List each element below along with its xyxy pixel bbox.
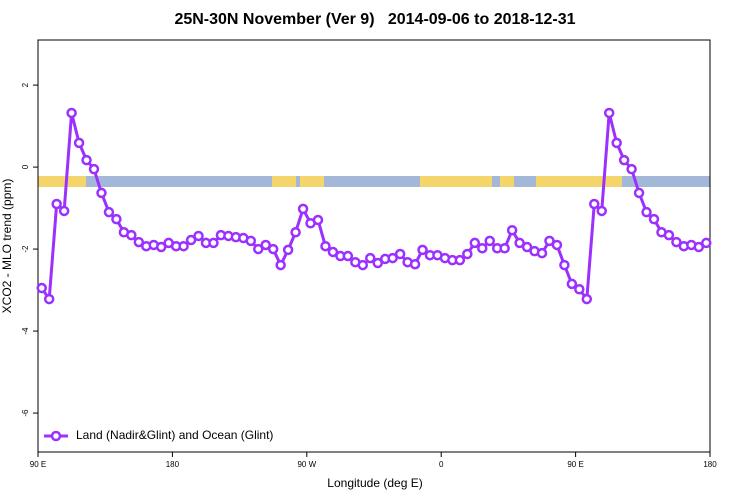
- series-line: [40, 112, 707, 304]
- data-point: [603, 107, 615, 119]
- data-point: [267, 243, 279, 255]
- data-point: [521, 241, 533, 253]
- data-point: [275, 259, 286, 271]
- data-point: [618, 154, 630, 166]
- data-point: [611, 137, 622, 149]
- data-point: [342, 250, 354, 262]
- x-tick-label: 90 W: [297, 460, 316, 469]
- data-point: [193, 230, 204, 242]
- data-point: [581, 293, 593, 305]
- data-point: [633, 187, 645, 199]
- x-tick-label: 0: [439, 460, 444, 469]
- legend-item: Land (Nadir&Glint) and Ocean (Glint): [44, 428, 273, 442]
- data-point: [536, 247, 548, 259]
- data-point: [551, 239, 563, 251]
- data-point: [544, 235, 555, 247]
- x-tick-label: 90 E: [30, 460, 46, 469]
- data-point: [641, 206, 652, 218]
- data-point: [58, 205, 70, 217]
- data-point: [96, 187, 107, 199]
- y-axis-title: XCO2 - MLO trend (ppm): [0, 179, 14, 314]
- data-point: [663, 229, 675, 241]
- y-tick-label: -2: [21, 245, 30, 253]
- y-tick-label: -4: [21, 327, 30, 335]
- data-point: [589, 198, 600, 210]
- data-point: [409, 258, 421, 270]
- x-tick-label: 90 E: [567, 460, 583, 469]
- data-point: [693, 241, 705, 253]
- legend-marker: [50, 430, 62, 442]
- data-point: [394, 248, 406, 260]
- data-point: [88, 163, 100, 175]
- data-point: [454, 254, 466, 266]
- data-point: [320, 240, 331, 252]
- x-axis-title: Longitude (deg E): [327, 476, 422, 490]
- data-point: [499, 243, 510, 254]
- data-point: [185, 234, 197, 246]
- land-band: [420, 176, 492, 187]
- y-tick-label: 0: [21, 164, 30, 169]
- data-point: [648, 213, 660, 225]
- data-point: [671, 236, 682, 248]
- data-point: [626, 163, 637, 175]
- data-point: [477, 243, 488, 254]
- data-point: [282, 244, 294, 256]
- land-band: [300, 176, 324, 187]
- land-band: [500, 176, 514, 187]
- data-point: [387, 252, 398, 264]
- chart-title: 25N-30N November (Ver 9) 2014-09-06 to 2…: [174, 11, 575, 28]
- data-point: [66, 107, 77, 119]
- land-band: [38, 176, 86, 187]
- data-point: [103, 206, 115, 218]
- x-tick-label: 180: [166, 460, 180, 469]
- data-point: [290, 227, 301, 238]
- data-point: [297, 203, 309, 215]
- data-point: [372, 257, 383, 269]
- y-tick-label: -6: [21, 409, 30, 417]
- data-point: [253, 243, 264, 255]
- ocean-band: [38, 176, 710, 187]
- data-point: [484, 235, 495, 247]
- data-point: [260, 239, 271, 251]
- data-point: [462, 248, 473, 260]
- data-point: [43, 293, 55, 305]
- data-point: [357, 259, 369, 271]
- data-point: [81, 154, 92, 166]
- data-point: [178, 240, 189, 252]
- data-point: [365, 252, 376, 264]
- data-point: [514, 237, 525, 249]
- data-point: [133, 236, 145, 248]
- data-point: [596, 205, 607, 217]
- data-point: [574, 283, 585, 295]
- data-point: [208, 237, 219, 249]
- legend-label: Land (Nadir&Glint) and Ocean (Glint): [76, 428, 273, 442]
- land-band: [272, 176, 296, 187]
- data-point: [155, 241, 167, 253]
- data-point: [36, 282, 47, 294]
- data-point: [111, 213, 122, 225]
- data-point: [417, 244, 428, 256]
- data-point: [312, 214, 324, 226]
- y-tick-label: 2: [21, 82, 30, 87]
- land-band: [536, 176, 622, 187]
- land-ocean-band: [38, 176, 710, 187]
- data-point: [126, 229, 137, 241]
- data-point: [245, 235, 257, 247]
- data-point: [701, 237, 712, 249]
- data-point: [51, 198, 62, 210]
- data-point: [506, 224, 518, 236]
- data-point: [559, 259, 570, 271]
- data-point: [327, 246, 339, 258]
- x-tick-label: 180: [703, 460, 717, 469]
- data-point: [469, 237, 481, 249]
- data-point: [73, 137, 85, 149]
- data-point: [566, 278, 578, 290]
